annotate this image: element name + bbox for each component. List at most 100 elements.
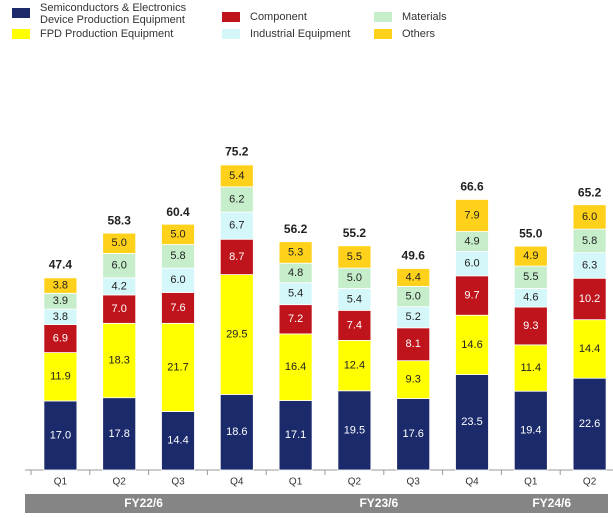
total-label: 49.6 [402,249,426,263]
data-label: 5.0 [112,237,127,249]
data-label: 6.9 [53,332,68,344]
data-label: 6.2 [229,193,244,205]
data-label: 21.7 [167,361,188,373]
legend-swatch [374,12,392,22]
total-label: 55.0 [519,227,543,241]
x-tick-label: Q3 [407,477,421,488]
bar-segment [161,292,195,324]
data-label: 6.0 [582,211,597,223]
data-label: 7.2 [288,313,303,325]
data-label: 5.0 [170,228,185,240]
data-label: 7.9 [464,209,479,221]
data-label: 4.8 [288,267,303,279]
legend-label: Industrial Equipment [250,28,351,40]
bar-segment [337,390,372,471]
data-label: 7.6 [170,302,185,314]
legend-label: Semiconductors & Electronics Device Prod… [40,2,187,26]
legend-swatch [12,8,30,18]
bar-segment [43,400,78,471]
group-label: FY23/6 [359,496,398,510]
x-tick-label: Q2 [348,477,362,488]
data-label: 6.7 [229,220,244,232]
group-bar [495,494,608,513]
data-label: 6.0 [112,260,127,272]
data-label: 8.1 [406,338,421,350]
bar-segment [513,306,548,346]
data-label: 17.8 [108,428,129,440]
bar-segment [572,277,607,321]
x-tick-label: Q4 [465,477,479,488]
total-label: 75.2 [225,145,249,159]
data-label: 19.4 [520,425,541,437]
data-label: 18.6 [226,426,247,438]
group-label: FY22/6 [124,496,163,510]
data-label: 5.0 [406,290,421,302]
bar-segment [43,324,78,353]
bar-segment [278,400,313,471]
bar-segment [513,344,548,392]
data-label: 9.7 [464,289,479,301]
legend-swatch [12,29,30,39]
bar-segment [513,245,548,267]
bar-segment [219,186,254,213]
bar-segment [396,327,431,362]
legend-item: Industrial Equipment [222,28,350,40]
x-tick-label: Q1 [289,477,303,488]
data-label: 12.4 [344,360,365,372]
bar-segment [219,238,254,275]
bar-segment [43,352,78,402]
data-label: 19.5 [344,424,365,436]
total-label: 56.2 [284,222,308,236]
data-label: 9.3 [523,320,538,332]
data-label: 6.0 [464,258,479,270]
legend-item: Others [374,28,435,40]
bar-segment [572,319,607,379]
data-label: 5.4 [288,288,303,300]
bar-segment [337,340,372,392]
group-label: FY24/6 [532,496,571,510]
bar-segment [455,314,489,375]
total-label: 65.2 [578,185,602,199]
data-label: 4.2 [112,280,127,292]
data-label: 16.4 [285,361,306,373]
total-label: 66.6 [460,180,484,194]
data-label: 5.8 [170,250,185,262]
data-label: 9.3 [406,374,421,386]
data-label: 11.9 [50,371,71,383]
x-tick-label: Q1 [54,477,68,488]
legend-swatch [222,12,240,22]
data-label: 5.5 [523,271,538,283]
data-label: 4.9 [523,250,538,262]
total-label: 55.2 [343,226,367,240]
bar-segment [102,232,137,254]
data-label: 5.2 [406,311,421,323]
legend-label: Materials [402,11,447,23]
data-label: 5.5 [347,251,362,263]
group-bar [25,494,263,513]
bar-segment [278,241,313,264]
bar-segment [102,294,137,324]
data-label: 11.4 [521,362,542,374]
data-label: 6.0 [170,274,185,286]
data-label: 4.4 [406,271,421,283]
data-label: 6.3 [582,259,597,271]
bar-segment [396,398,431,471]
bar-segment [572,204,607,230]
x-tick-label: Q4 [230,477,244,488]
total-label: 47.4 [49,258,73,272]
bar-segment [455,251,489,277]
legend-item: Component [222,11,307,23]
bar-segment [161,322,195,412]
data-label: 29.5 [226,328,247,340]
data-label: 7.0 [112,303,127,315]
x-tick-label: Q2 [583,477,597,488]
bar-segment [102,253,137,279]
data-label: 4.9 [464,235,479,247]
group-bar [260,494,498,513]
legend-item: FPD Production Equipment [12,28,173,40]
data-label: 3.9 [53,295,68,307]
total-label: 60.4 [166,205,190,219]
bar-segment [219,164,254,188]
